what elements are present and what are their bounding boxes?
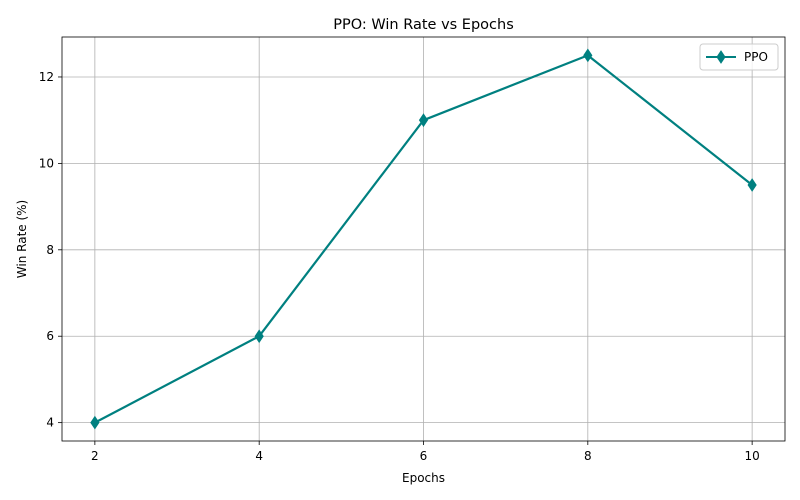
chart-title: PPO: Win Rate vs Epochs [333,17,514,33]
data-point [254,329,264,344]
data-point [90,415,100,430]
y-tick-label: 10 [39,156,54,170]
x-tick-label: 2 [91,449,99,463]
legend-box [699,43,779,71]
data-point [418,113,429,128]
y-axis-label: Win Rate (%) [15,200,29,278]
x-tick-label: 8 [584,449,592,463]
x-axis-label: Epochs [402,471,445,485]
axis-ticks: 2 4 6 8 10 4 6 8 10 12 [39,70,760,463]
data-point [583,48,593,63]
series-layer [90,48,757,430]
data-point [747,178,757,192]
legend: PPO [699,43,779,71]
legend-label-ppo: PPO [744,50,768,64]
y-tick-label: 8 [46,243,54,257]
y-tick-label: 12 [39,70,54,84]
y-tick-label: 6 [46,329,54,343]
grid [62,37,785,441]
x-tick-label: 4 [255,449,263,463]
y-tick-label: 4 [46,416,54,430]
x-tick-label: 6 [420,449,428,463]
legend-marker-ppo [716,50,726,64]
x-tick-label: 10 [744,449,759,463]
